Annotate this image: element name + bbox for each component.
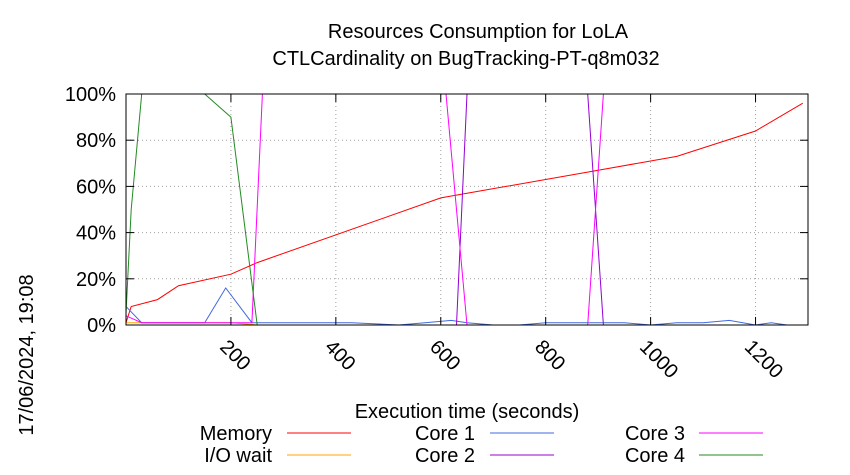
legend-label-core-3: Core 3 <box>625 423 685 445</box>
y-tick-label: 40% <box>76 223 116 245</box>
y-tick-label: 100% <box>65 84 116 106</box>
legend-label-core-2: Core 2 <box>415 445 475 467</box>
chart-grid <box>126 94 808 325</box>
y-tick-label: 60% <box>76 176 116 198</box>
legend-label-core-4: Core 4 <box>625 445 685 467</box>
x-tick-label: 200 <box>215 336 254 375</box>
chart-series <box>125 93 804 326</box>
y-tick-label: 80% <box>76 130 116 152</box>
chart-title: Resources Consumption for LoLA <box>328 21 629 43</box>
x-tick-label: 800 <box>530 336 569 375</box>
x-tick-label: 600 <box>425 336 464 375</box>
legend-label-memory: Memory <box>200 423 272 445</box>
legend-label-core-1: Core 1 <box>415 423 475 445</box>
plot-frame <box>125 93 809 326</box>
x-axis-label: Execution time (seconds) <box>355 401 580 423</box>
chart-subtitle: CTLCardinality on BugTracking-PT-q8m032 <box>272 48 659 70</box>
y-tick-label: 20% <box>76 269 116 291</box>
x-tick-label: 400 <box>320 336 359 375</box>
x-tick-label: 1000 <box>635 336 682 383</box>
legend-label-i-o-wait: I/O wait <box>204 445 272 467</box>
x-tick-label: 1200 <box>740 336 787 383</box>
y-tick-label: 0% <box>87 315 116 337</box>
timestamp: 17/06/2024, 19:08 <box>16 274 38 435</box>
chart-ticks: 0% 20% 40% 60% 80% 100% 200 400 600 800 1000 1200 <box>65 84 808 383</box>
series-line-memory <box>125 102 804 323</box>
